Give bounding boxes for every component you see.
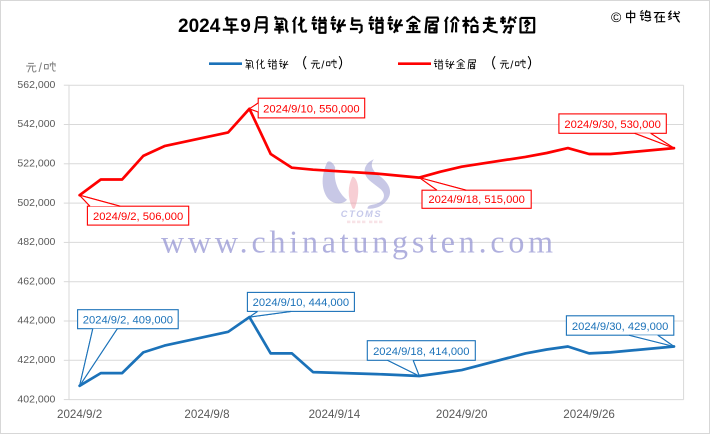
svg-text:2024/9/30, 429,000: 2024/9/30, 429,000 bbox=[572, 321, 668, 333]
svg-text:2024: 2024 bbox=[178, 16, 221, 37]
svg-text:2024/9/18, 515,000: 2024/9/18, 515,000 bbox=[428, 194, 524, 206]
svg-text:2024/9/14: 2024/9/14 bbox=[309, 408, 361, 421]
svg-text:/: / bbox=[39, 61, 43, 75]
svg-text:2024/9/2, 409,000: 2024/9/2, 409,000 bbox=[83, 315, 173, 327]
svg-text:522,000: 522,000 bbox=[17, 158, 55, 170]
svg-text:2024/9/2: 2024/9/2 bbox=[57, 408, 102, 421]
svg-text:422,000: 422,000 bbox=[17, 354, 55, 366]
svg-text:9: 9 bbox=[240, 16, 251, 37]
svg-text:2024/9/10, 550,000: 2024/9/10, 550,000 bbox=[263, 104, 359, 116]
svg-text:2024/9/20: 2024/9/20 bbox=[436, 408, 488, 421]
svg-text:462,000: 462,000 bbox=[17, 275, 55, 287]
svg-text:2024/9/26: 2024/9/26 bbox=[563, 408, 615, 421]
svg-text:©: © bbox=[611, 9, 622, 25]
svg-text:562,000: 562,000 bbox=[17, 79, 55, 91]
svg-text:2024/9/2, 506,000: 2024/9/2, 506,000 bbox=[93, 211, 183, 223]
svg-text:502,000: 502,000 bbox=[17, 197, 55, 209]
svg-text:2024/9/30, 530,000: 2024/9/30, 530,000 bbox=[564, 119, 660, 131]
svg-text:482,000: 482,000 bbox=[17, 236, 55, 248]
svg-text:/: / bbox=[321, 60, 325, 72]
svg-text:CTOMS: CTOMS bbox=[341, 209, 382, 219]
svg-text:2024/9/8: 2024/9/8 bbox=[184, 408, 229, 421]
svg-text:2024/9/18, 414,000: 2024/9/18, 414,000 bbox=[373, 346, 469, 358]
svg-text:www.chinatungsten.com: www.chinatungsten.com bbox=[161, 224, 557, 260]
svg-text:402,000: 402,000 bbox=[17, 393, 55, 405]
svg-text:442,000: 442,000 bbox=[17, 315, 55, 327]
svg-text:/: / bbox=[510, 60, 514, 72]
svg-text:542,000: 542,000 bbox=[17, 118, 55, 130]
svg-text:2024/9/10, 444,000: 2024/9/10, 444,000 bbox=[253, 297, 349, 309]
